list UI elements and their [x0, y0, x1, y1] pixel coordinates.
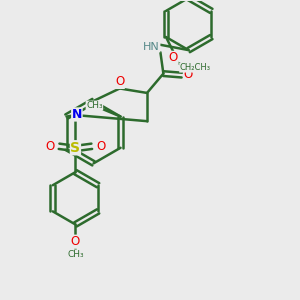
Text: S: S	[70, 141, 80, 155]
Text: CH₃: CH₃	[67, 250, 84, 259]
Text: O: O	[184, 68, 193, 81]
Text: CH₂CH₃: CH₂CH₃	[180, 63, 211, 72]
Text: N: N	[72, 108, 82, 121]
Text: O: O	[96, 140, 105, 153]
Text: HN: HN	[143, 42, 160, 52]
Text: O: O	[71, 235, 80, 248]
Text: O: O	[46, 140, 55, 153]
Text: O: O	[169, 51, 178, 64]
Text: O: O	[115, 75, 124, 88]
Text: CH₃: CH₃	[86, 101, 103, 110]
